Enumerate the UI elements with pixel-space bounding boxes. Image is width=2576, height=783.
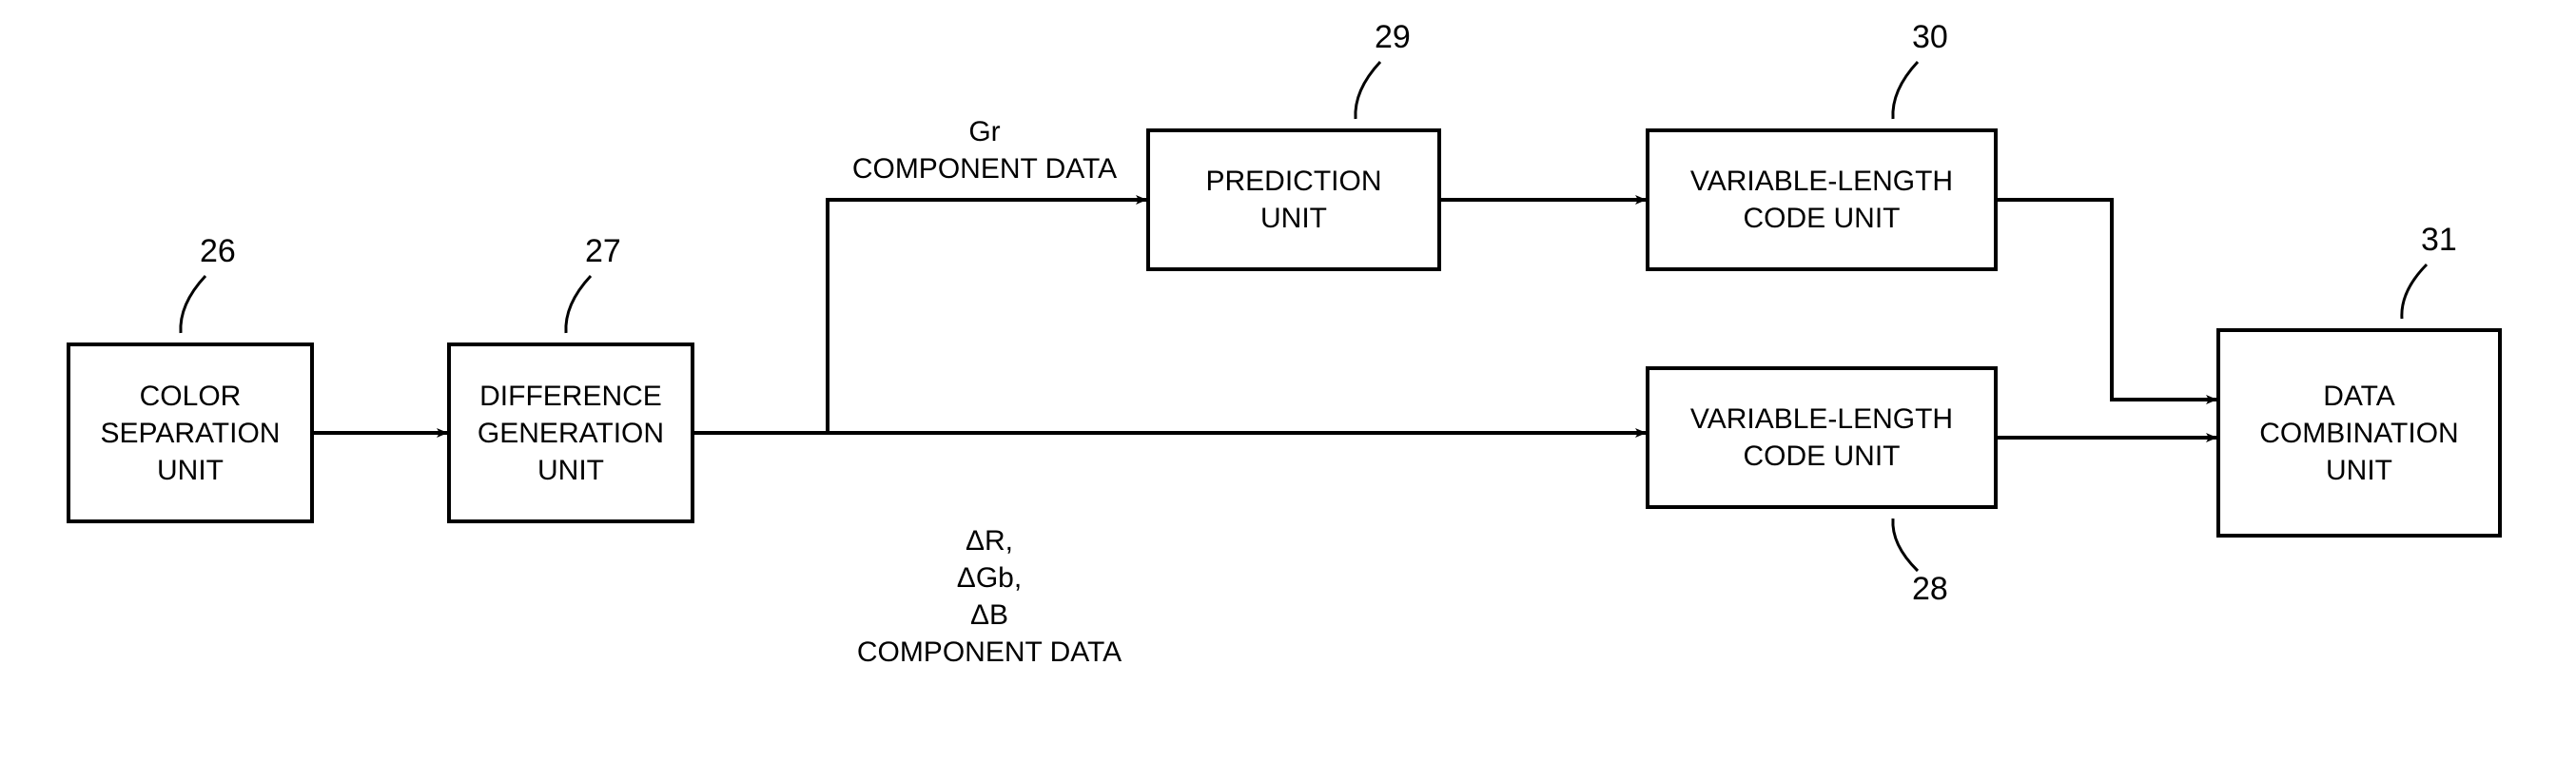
color-separation-unit: COLOR SEPARATION UNIT	[67, 343, 314, 523]
ref-27: 27	[585, 233, 621, 270]
box-label: PREDICTION UNIT	[1205, 163, 1381, 237]
ref-30: 30	[1912, 19, 1948, 56]
data-combination-unit: DATA COMBINATION UNIT	[2216, 328, 2502, 538]
ref-29: 29	[1375, 19, 1411, 56]
edge-label-gr: Gr COMPONENT DATA	[847, 76, 1122, 187]
box-label: DATA COMBINATION UNIT	[2259, 378, 2458, 489]
box-label: VARIABLE-LENGTH CODE UNIT	[1690, 401, 1953, 475]
box-label: DIFFERENCE GENERATION UNIT	[478, 378, 664, 489]
difference-generation-unit: DIFFERENCE GENERATION UNIT	[447, 343, 694, 523]
variable-length-code-unit-bottom: VARIABLE-LENGTH CODE UNIT	[1646, 366, 1998, 509]
prediction-unit: PREDICTION UNIT	[1146, 128, 1441, 271]
ref-31: 31	[2421, 222, 2457, 259]
ref-28: 28	[1912, 571, 1948, 608]
ref-26: 26	[200, 233, 236, 270]
variable-length-code-unit-top: VARIABLE-LENGTH CODE UNIT	[1646, 128, 1998, 271]
edge-label-drgb: ΔR, ΔGb, ΔB COMPONENT DATA	[828, 485, 1151, 671]
box-label: VARIABLE-LENGTH CODE UNIT	[1690, 163, 1953, 237]
diagram-edges	[0, 0, 2576, 783]
box-label: COLOR SEPARATION UNIT	[101, 378, 281, 489]
